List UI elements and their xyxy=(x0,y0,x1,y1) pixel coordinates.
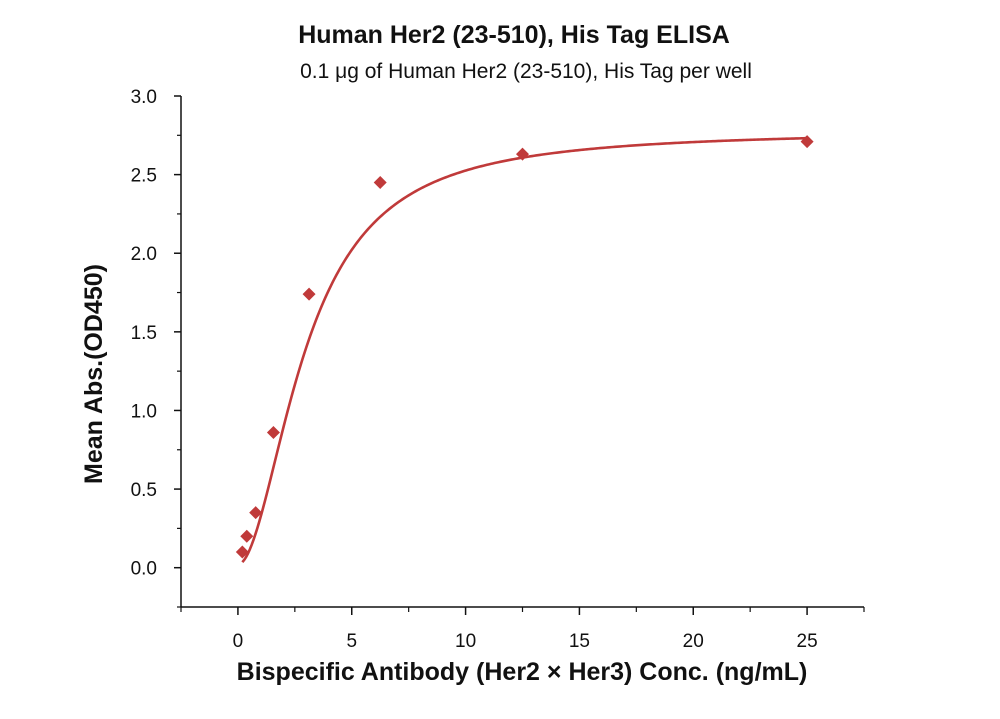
data-point-diamond xyxy=(249,506,263,520)
ticks-group: 0.0 0.5 1.0 1.5 2.0 2.5 3.0 0 5 10 15 20 25 xyxy=(131,87,865,652)
axes-group xyxy=(180,96,864,608)
y-tick-label: 1.5 xyxy=(131,323,157,344)
x-tick-label: 0 xyxy=(233,631,244,652)
data-points-group xyxy=(235,135,814,559)
x-tick-label: 15 xyxy=(569,631,590,652)
data-point-diamond xyxy=(800,135,814,149)
data-point-diamond xyxy=(516,147,529,161)
fit-curve-group xyxy=(241,136,808,563)
fit-curve-line xyxy=(241,136,808,563)
data-point-diamond xyxy=(302,287,316,301)
data-point-diamond xyxy=(235,545,249,559)
y-tick-label: 0.0 xyxy=(131,559,157,580)
data-point-diamond xyxy=(240,529,254,543)
x-tick-label: 25 xyxy=(797,631,818,652)
y-tick-label: 3.0 xyxy=(131,87,157,108)
x-axis-title: Bispecific Antibody (Her2 × Her3) Conc. … xyxy=(237,658,808,686)
y-tick-label: 2.0 xyxy=(131,244,157,265)
data-point-diamond xyxy=(373,175,387,189)
data-point-diamond xyxy=(266,425,280,439)
x-tick-label: 20 xyxy=(683,631,704,652)
x-tick-label: 10 xyxy=(455,631,476,652)
y-axis-title: Mean Abs.(OD450) xyxy=(80,264,108,484)
y-tick-label: 0.5 xyxy=(131,480,157,501)
chart-title: Human Her2 (23-510), His Tag ELISA xyxy=(298,21,730,49)
chart-subtitle: 0.1 μg of Human Her2 (23-510), His Tag p… xyxy=(300,60,752,83)
y-tick-label: 2.5 xyxy=(131,166,157,187)
y-tick-label: 1.0 xyxy=(131,401,157,422)
x-tick-label: 5 xyxy=(346,631,357,652)
